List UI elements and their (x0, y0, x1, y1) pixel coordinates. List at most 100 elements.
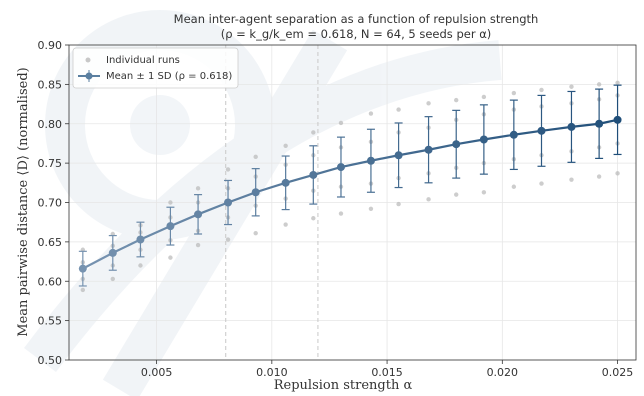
mean-line-segment (196, 201, 230, 216)
run-point (426, 101, 431, 106)
y-tick-label: 0.85 (38, 78, 63, 91)
run-point (138, 263, 143, 268)
run-point (615, 171, 620, 176)
run-point (539, 181, 544, 186)
run-point (596, 174, 602, 179)
mean-line-segment (455, 138, 485, 146)
legend-box (72, 47, 239, 89)
y-tick-label: 0.55 (38, 315, 63, 328)
legend-mean-label: Mean ± 1 SD (ρ = 0.618) (106, 71, 232, 82)
mean-line-segment (81, 251, 114, 270)
mean-point (509, 130, 518, 139)
mean-line-segment (254, 181, 287, 194)
y-axis-ticks: 0.50 0.55 0.60 0.65 0.70 0.75 0.80 0.85 0.90 (38, 39, 69, 367)
y-tick-label: 0.75 (38, 157, 63, 170)
run-point (338, 120, 344, 126)
watermark-logo (24, 10, 502, 396)
x-axis-ticks: 0.005 0.010 0.015 0.020 0.025 (141, 360, 633, 379)
mean-point (366, 156, 375, 165)
mean-point (452, 140, 461, 149)
y-tick-label: 0.90 (38, 39, 63, 52)
run-point (253, 154, 258, 160)
run-point (283, 143, 288, 148)
run-point (80, 287, 86, 293)
run-point (168, 255, 173, 260)
mean-point (251, 188, 260, 197)
mean-line (81, 118, 619, 270)
run-point (195, 242, 201, 248)
run-point (615, 80, 620, 86)
run-point (396, 107, 401, 112)
mean-line-segment (427, 143, 458, 151)
mean-point (336, 163, 345, 172)
mean-point (224, 198, 233, 207)
run-point (368, 111, 374, 116)
mean-point (281, 178, 290, 187)
mean-point (136, 235, 145, 244)
run-point (539, 87, 544, 93)
legend-runs-label: Individual runs (106, 55, 180, 66)
run-point (253, 231, 258, 236)
chart-title: Mean inter-agent separation as a functio… (174, 12, 539, 26)
run-point (481, 190, 487, 195)
x-axis-label: Repulsion strength α (274, 378, 413, 393)
run-point (454, 192, 459, 197)
run-point (454, 97, 459, 103)
run-point (481, 94, 487, 100)
mean-point (567, 122, 576, 131)
x-tick-label: 0.015 (371, 366, 403, 379)
run-point (195, 186, 201, 191)
mean-point (194, 210, 203, 219)
run-point (511, 90, 517, 96)
run-point (569, 177, 574, 182)
mean-line-segment (482, 133, 515, 141)
mean-point (166, 222, 175, 231)
legend-runs-marker (85, 57, 91, 63)
mean-line-segment (512, 129, 543, 136)
watermark-logo-fill (130, 95, 190, 155)
run-point (225, 237, 231, 242)
run-point (511, 184, 517, 189)
run-point (168, 200, 173, 205)
mean-point (595, 119, 604, 128)
run-point (225, 167, 231, 172)
run-point (596, 82, 602, 87)
mean-line-segment (169, 213, 200, 228)
mean-line-segment (339, 159, 373, 169)
x-tick-label: 0.020 (487, 366, 519, 379)
y-tick-label: 0.60 (38, 275, 63, 288)
mean-line-segment (540, 125, 573, 132)
mean-line-segment (111, 238, 142, 254)
run-point (368, 206, 374, 211)
mean-line-segment (139, 225, 172, 241)
chart-subtitle: (ρ = k_g/k_em = 0.618, N = 64, 5 seeds p… (221, 27, 492, 41)
x-tick-label: 0.010 (256, 366, 288, 379)
mean-line-segment (397, 148, 430, 157)
run-point (311, 130, 316, 135)
run-point (283, 222, 288, 227)
mean-points (78, 115, 622, 273)
run-point (338, 211, 344, 216)
y-axis-label: Mean pairwise distance ⟨D⟩ (normalised) (16, 67, 31, 336)
mean-line-segment (226, 191, 257, 204)
legend: Individual runs Mean ± 1 SD (ρ = 0.618) (72, 47, 239, 89)
run-point (311, 216, 316, 221)
mean-point (537, 126, 546, 135)
mean-point (479, 135, 488, 144)
y-tick-label: 0.70 (38, 197, 63, 210)
mean-line-segment (570, 122, 601, 129)
y-tick-label: 0.80 (38, 118, 63, 131)
run-point (426, 197, 431, 202)
run-point (569, 84, 574, 89)
x-tick-label: 0.005 (141, 366, 173, 379)
mean-point (108, 248, 117, 257)
x-tick-label: 0.025 (602, 366, 634, 379)
mean-point (309, 170, 318, 179)
mean-line-segment (369, 154, 400, 162)
legend-mean-marker (85, 72, 93, 80)
y-tick-label: 0.65 (38, 236, 63, 249)
mean-line-segment (284, 173, 315, 184)
mean-line-segment (312, 165, 343, 177)
run-point (110, 276, 115, 282)
